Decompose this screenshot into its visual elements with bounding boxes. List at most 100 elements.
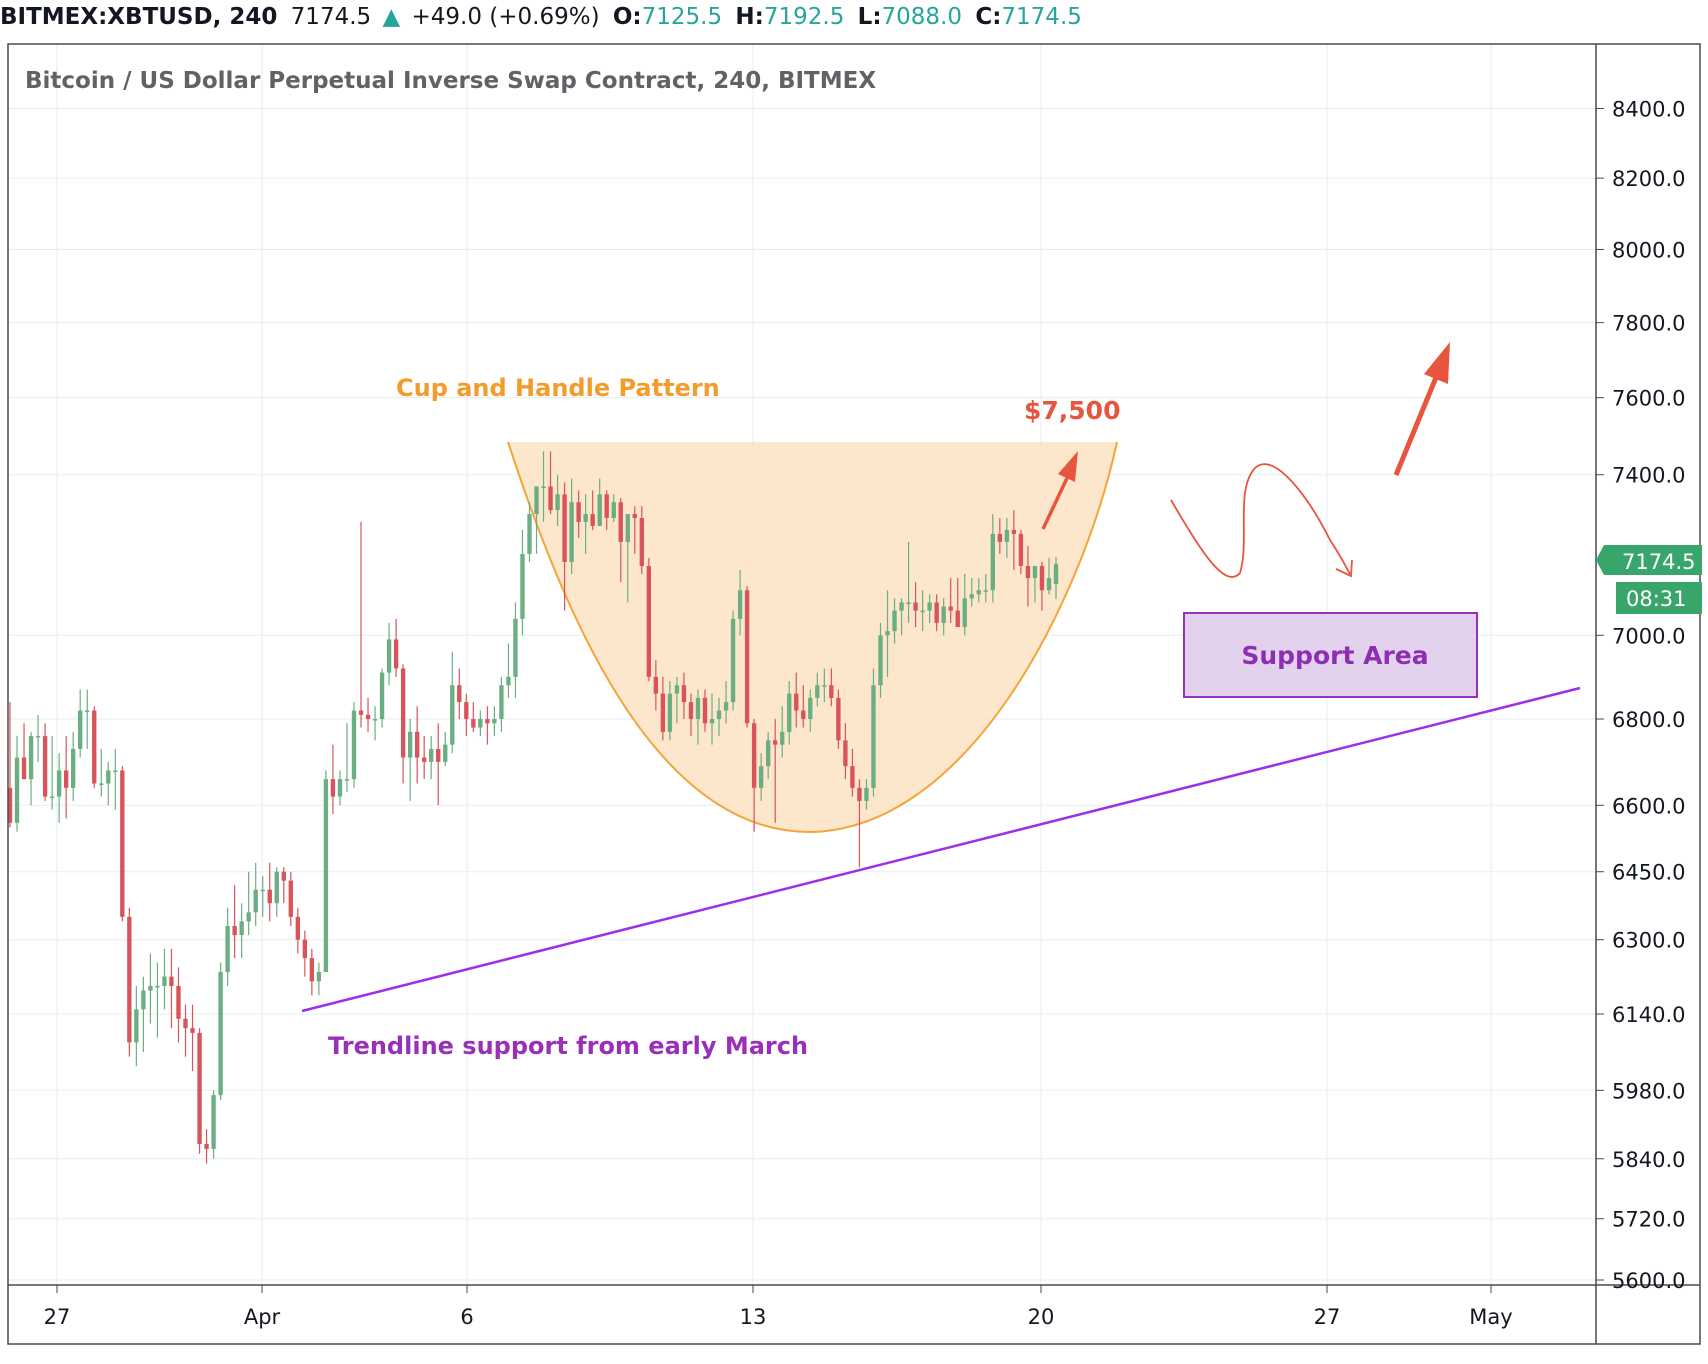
candle-body [197, 1032, 202, 1144]
breakout-arrow-head-icon [1424, 342, 1450, 384]
candle-body [316, 971, 322, 982]
price-tick-label: 7400.0 [1612, 464, 1685, 488]
target-arrow-shaft [1041, 475, 1070, 530]
candle-body [1032, 565, 1038, 579]
time-tick-label: 13 [740, 1305, 767, 1329]
time-tick-label: 6 [460, 1305, 473, 1329]
candle-body [948, 606, 953, 611]
candle-body [141, 990, 146, 1010]
candle-body [288, 880, 293, 917]
candle-body [295, 916, 301, 940]
low-value: 7088.0 [881, 4, 963, 30]
up-arrow-icon: ▲ [382, 4, 401, 30]
countdown-badge [1616, 582, 1702, 614]
price-tick-label: 7000.0 [1612, 624, 1685, 648]
candle-body [702, 697, 708, 724]
symbol-header: BITMEX:XBTUSD, 240 7174.5 ▲ +49.0 (+0.69… [0, 0, 1708, 36]
candle-body [780, 731, 785, 745]
candle-body [646, 565, 652, 677]
candle-body [850, 766, 855, 788]
candle-body [183, 1018, 188, 1029]
support-area-box[interactable] [1183, 612, 1478, 698]
candle-body [1011, 529, 1017, 534]
candle-body [618, 502, 623, 542]
close-label: C: [975, 4, 1002, 30]
candle-body [14, 757, 20, 823]
price-tick-label: 5720.0 [1612, 1208, 1685, 1232]
candle-body [864, 787, 869, 801]
candle-body [28, 736, 34, 780]
cup-pattern-outline [507, 441, 1118, 834]
candle-body [127, 916, 132, 1043]
trendline-support[interactable] [301, 686, 1581, 1013]
candle-body [400, 668, 406, 758]
candle-body [625, 514, 630, 542]
candle-body [983, 590, 988, 592]
high-value: 7192.5 [763, 4, 845, 30]
candle-body [56, 770, 62, 797]
candle-body [204, 1143, 209, 1149]
candle-body [976, 590, 981, 595]
candle-body [492, 719, 497, 724]
candle-body [576, 502, 581, 522]
candle-body [815, 685, 820, 698]
candle-body [323, 779, 329, 972]
candle-body [969, 594, 974, 599]
candle-body [562, 494, 567, 562]
candle-body [751, 723, 757, 788]
candle-body [21, 757, 27, 780]
candle-body [372, 719, 378, 721]
time-axis: 27 Apr 6 13 20 27 May [44, 1285, 1513, 1329]
candle-body [499, 685, 504, 720]
candle-body [787, 693, 792, 732]
candle-body [541, 486, 546, 488]
open-label: O: [612, 4, 642, 30]
candle-body [934, 602, 939, 623]
candle-body [1053, 564, 1059, 584]
time-tick-label: May [1469, 1305, 1512, 1329]
candle-body [85, 710, 90, 713]
candle-body [35, 736, 41, 738]
candle-body [429, 748, 434, 762]
candle-body [99, 783, 104, 785]
candle-body [246, 912, 251, 922]
candle-body [513, 618, 518, 677]
price-tick-label: 5840.0 [1612, 1148, 1685, 1172]
projected-path-arrowhead-icon [1335, 559, 1353, 578]
candle-body [836, 697, 841, 741]
time-tick-label: 20 [1028, 1305, 1055, 1329]
candle-body [857, 787, 862, 801]
candle-body [885, 631, 890, 636]
candle-body [583, 514, 588, 522]
time-tick-label: Apr [244, 1305, 281, 1329]
candle-body [337, 779, 343, 797]
candle-body [457, 685, 462, 703]
candle-body [695, 697, 701, 720]
current-price-badge: 7174.5 08:31 [1596, 545, 1702, 614]
current-price-badge-shape [1596, 545, 1702, 575]
candle-body [688, 702, 694, 720]
price-tick-label: 5600.0 [1612, 1269, 1685, 1293]
price-tick-label: 7600.0 [1612, 387, 1685, 411]
candle-body [464, 702, 469, 720]
candle-body [49, 796, 55, 799]
candle-body [414, 731, 420, 758]
candle-body [653, 676, 659, 694]
candle-body [422, 757, 427, 762]
candle-body [744, 590, 750, 724]
candle-body [169, 976, 174, 986]
candle-body [225, 925, 230, 972]
candle-body [309, 958, 315, 982]
candle-body [120, 770, 125, 917]
last-price: 7174.5 [290, 4, 372, 30]
candle-body [379, 672, 385, 720]
time-tick-label: 27 [1314, 1305, 1341, 1329]
candle-body [176, 985, 181, 1019]
candle-body [808, 697, 813, 720]
candle-body [878, 635, 883, 686]
candle-body [758, 766, 764, 788]
candle-body [941, 606, 946, 623]
candle-body [1018, 533, 1024, 566]
candle-body [822, 685, 827, 687]
